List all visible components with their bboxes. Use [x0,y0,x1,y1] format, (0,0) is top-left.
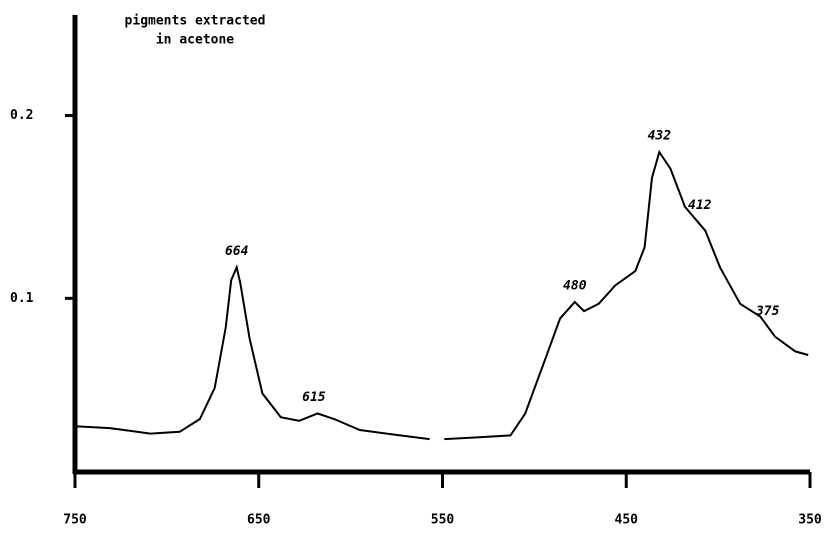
peak-label: 664 [225,244,249,259]
peak-label: 480 [563,278,587,293]
x-tick-label: 650 [247,513,271,528]
peak-label: 412 [688,198,712,213]
peak-label: 375 [755,304,780,319]
chart-title: in acetone [156,33,234,48]
x-tick-label: 750 [63,513,87,528]
y-tick-label: 0.2 [10,108,33,123]
peak-label: 432 [648,129,672,144]
y-tick-label: 0.1 [10,291,34,306]
chart-title: pigments extracted [125,14,266,29]
peak-label: 615 [302,390,326,405]
spectrum-line [74,149,809,441]
x-tick-label: 550 [431,513,455,528]
x-tick-label: 350 [798,513,822,528]
x-tick-label: 450 [615,513,639,528]
